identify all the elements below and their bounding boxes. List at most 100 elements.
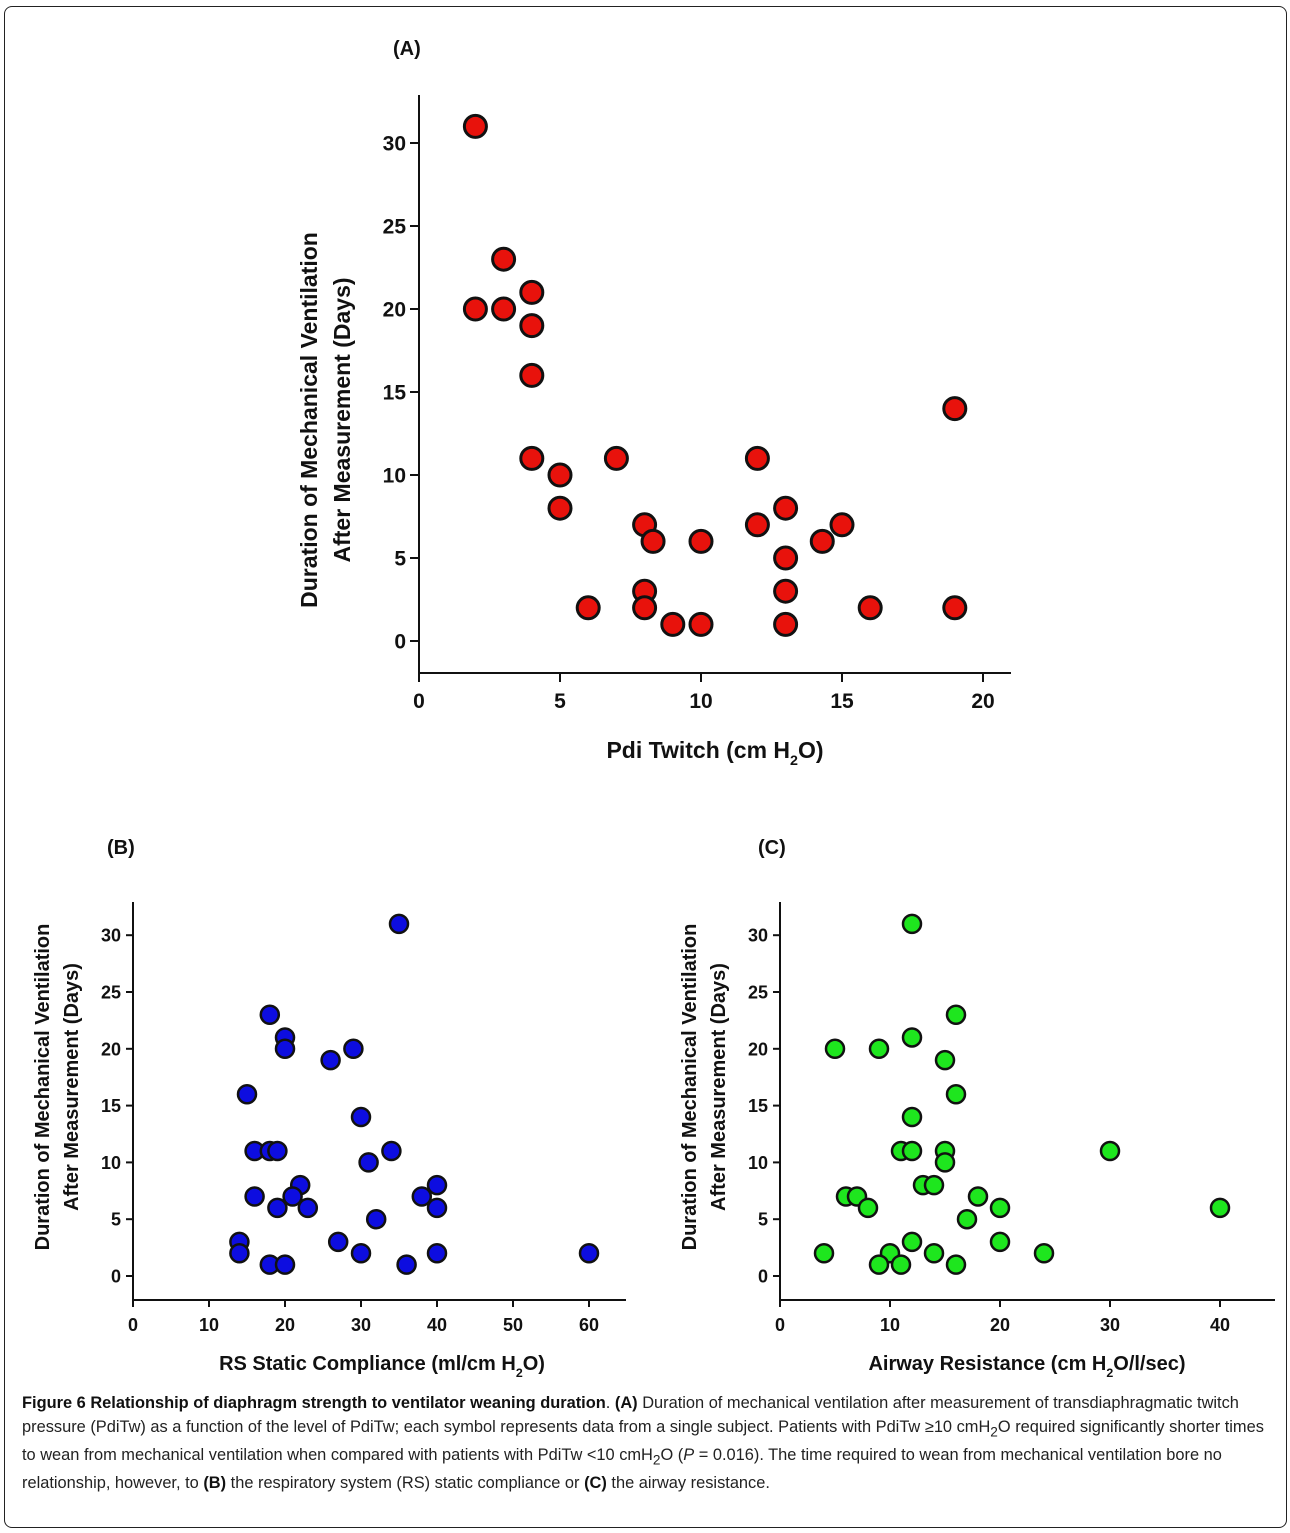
data-point [575,595,601,621]
caption-panel-a-label: (A) [614,1394,638,1412]
data-point [578,1243,600,1264]
data-point [744,512,770,538]
data-point [1033,1243,1055,1264]
caption-panel-c-label: (C) [584,1473,607,1492]
data-point [259,1004,281,1025]
caption-figure-title: Relationship of diaphragm strength to ve… [90,1394,606,1412]
data-point [426,1174,448,1196]
y-tick-label: 15 [101,1096,121,1116]
x-tick-label: 5 [554,690,566,713]
data-point [945,1004,967,1025]
data-point [773,578,799,604]
y-tick-label: 0 [394,631,406,654]
data-point [547,495,573,521]
caption-text-5: the respiratory system (RS) static compl… [226,1473,585,1492]
y-tick-label: 15 [748,1096,768,1116]
y-tick-label: 25 [383,216,407,239]
data-point [744,445,770,471]
data-point [274,1254,296,1275]
y-axis-title-line1: Duration of Mechanical Ventilation [679,924,701,1251]
x-tick-label: 10 [199,1315,219,1335]
data-point [365,1208,387,1230]
y-tick-label: 25 [101,982,121,1002]
y-tick-label: 10 [101,1153,121,1173]
data-point [857,1197,879,1219]
data-point [829,512,855,538]
data-point [274,1038,296,1060]
y-tick-label: 30 [748,926,768,946]
panel-label-b: (B) [107,837,135,859]
data-point [890,1254,912,1275]
x-axis-title: Airway Resistance (cm H2O/l/sec) [868,1353,1185,1380]
y-tick-label: 0 [111,1266,121,1286]
data-point [868,1254,890,1275]
data-point [426,1243,448,1264]
data-point [426,1197,448,1219]
x-tick-label: 10 [689,690,712,713]
data-point [603,445,629,471]
y-axis-title-line1: Duration of Mechanical Ventilation [296,232,322,608]
data-point [282,1186,303,1207]
data-point [462,296,488,322]
caption-sub: 2 [652,1452,661,1468]
data-point [381,1140,402,1162]
y-tick-label: 20 [101,1039,121,1059]
data-point [942,595,968,621]
data-point [350,1106,372,1128]
data-point [945,1254,967,1275]
x-tick-label: 20 [990,1315,1010,1335]
caption-text-4: = 0.016). The time required to wean from… [22,1445,1222,1492]
data-point [813,1243,835,1264]
data-point [956,1208,978,1230]
data-point [989,1231,1011,1253]
data-point [297,1197,319,1219]
data-point [267,1197,288,1219]
x-axis-title: RS Static Compliance (ml/cm H2O) [219,1353,545,1380]
x-tick-label: 60 [579,1315,599,1335]
data-point [824,1038,846,1060]
data-point [358,1152,379,1173]
data-point [491,296,517,322]
data-point [491,246,517,272]
data-point [967,1186,989,1207]
data-point [229,1243,250,1264]
data-point [343,1038,364,1060]
chart-panel-a: (A) 0 5 10 15 20 25 30 0 5 10 15 20 Pdi Twitch (cm H2… [296,38,1011,769]
y-tick-label: 0 [758,1266,768,1286]
data-point [901,1027,923,1048]
data-point [640,528,666,554]
y-tick-label: 5 [111,1210,121,1230]
figure-caption: Figure 6 Relationship of diaphragm stren… [22,1394,1264,1492]
data-point [809,528,835,554]
caption-text-6: the airway resistance. [606,1473,770,1492]
data-point [462,113,488,139]
figure-frame [4,6,1287,1528]
data-point [989,1197,1011,1219]
caption-sub: 2 [990,1424,998,1440]
y-tick-label: 30 [383,133,406,156]
data-point [320,1049,341,1071]
data-point [923,1243,945,1264]
data-point [660,611,686,637]
y-tick-label: 10 [383,465,406,488]
y-tick-label: 25 [748,982,768,1002]
data-point [327,1231,349,1253]
data-point [632,595,658,621]
data-point [901,913,923,935]
data-point [236,1083,258,1105]
data-point [688,611,714,637]
x-tick-label: 10 [880,1315,900,1335]
data-point [942,396,968,422]
caption-text-3: O ( [660,1445,684,1464]
chart-panel-b: (B) 0 5 10 15 20 25 30 0 10 20 30 40 50 60 RS Static Co… [32,837,626,1380]
x-tick-label: 0 [128,1315,138,1335]
caption-panel-b-label: (B) [203,1473,227,1492]
data-point [547,462,573,488]
y-axis-title-line2: After Measurement (Days) [329,277,355,562]
y-tick-label: 5 [758,1210,768,1230]
y-tick-label: 20 [383,299,406,322]
x-tick-label: 15 [830,690,854,713]
data-point [519,279,545,305]
x-tick-label: 40 [427,1315,447,1335]
y-tick-label: 20 [748,1039,768,1059]
